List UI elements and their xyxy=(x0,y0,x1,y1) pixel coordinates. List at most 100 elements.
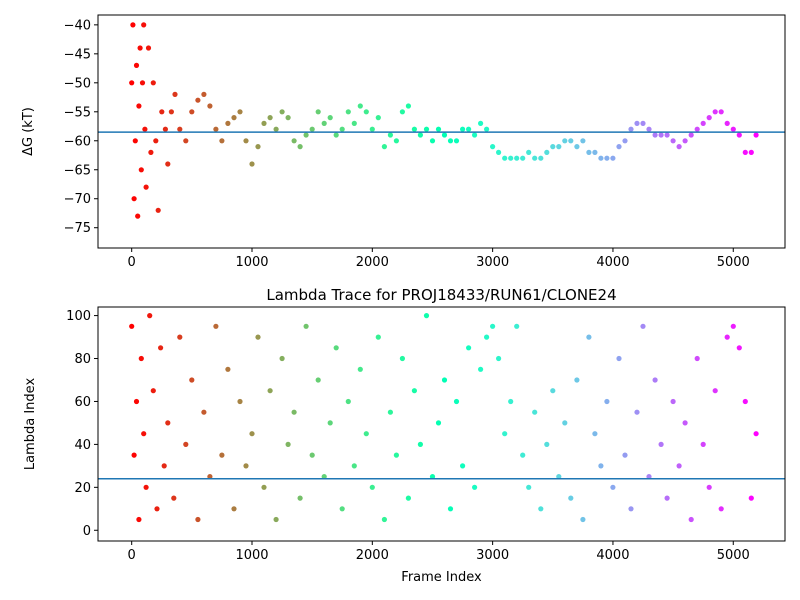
data-point xyxy=(640,120,646,126)
y-tick-label: −40 xyxy=(64,18,91,33)
data-point xyxy=(502,431,508,437)
data-point xyxy=(133,398,140,405)
lambda-trace-x-ticks: 0 1000 2000 3000 4000 5000 xyxy=(128,541,750,563)
free-energy-points xyxy=(129,22,759,219)
data-point xyxy=(514,155,520,161)
data-point xyxy=(279,355,285,362)
data-point xyxy=(634,409,640,415)
data-point xyxy=(544,149,550,155)
data-point xyxy=(556,144,562,150)
free-energy-axes-frame xyxy=(97,14,786,249)
data-point xyxy=(532,409,538,415)
data-point xyxy=(297,144,303,150)
data-point xyxy=(237,109,243,115)
data-point xyxy=(447,138,454,144)
data-point xyxy=(490,144,496,150)
data-point xyxy=(423,313,430,319)
data-point xyxy=(339,126,345,132)
data-point xyxy=(706,484,712,490)
y-tick-label: −70 xyxy=(64,192,91,207)
data-point xyxy=(694,126,700,132)
data-point xyxy=(598,155,604,161)
data-point xyxy=(291,138,297,144)
data-point xyxy=(303,132,309,138)
data-point xyxy=(676,463,682,469)
data-point xyxy=(550,144,556,150)
data-point xyxy=(150,80,156,86)
x-tick-label: 0 xyxy=(128,548,136,563)
data-point xyxy=(478,366,484,372)
data-point xyxy=(466,126,472,132)
data-point xyxy=(556,474,562,480)
data-point xyxy=(634,120,640,126)
data-point xyxy=(580,516,586,523)
data-point xyxy=(496,149,502,155)
data-point xyxy=(616,355,622,362)
x-tick-label: 3000 xyxy=(476,255,509,270)
data-point xyxy=(159,109,165,115)
data-point xyxy=(508,398,514,405)
data-point xyxy=(143,184,149,190)
data-point xyxy=(658,441,664,447)
data-point xyxy=(574,144,580,150)
data-point xyxy=(147,313,153,319)
data-point xyxy=(435,126,442,132)
data-point xyxy=(131,196,137,202)
data-point xyxy=(411,388,417,394)
data-point xyxy=(177,334,183,340)
data-point xyxy=(195,516,201,523)
data-point xyxy=(718,109,724,115)
data-point xyxy=(219,138,225,144)
data-point xyxy=(405,495,411,501)
lambda-trace-axes-frame xyxy=(97,306,786,542)
data-point xyxy=(249,431,255,437)
data-point xyxy=(646,126,652,132)
data-point xyxy=(472,132,478,138)
data-point xyxy=(158,345,164,351)
data-point xyxy=(399,355,405,362)
x-tick-label: 1000 xyxy=(235,548,268,563)
data-point xyxy=(610,484,616,490)
data-point xyxy=(267,388,273,394)
data-point xyxy=(472,484,478,490)
data-point xyxy=(139,80,146,86)
data-point xyxy=(375,334,381,340)
data-point xyxy=(138,355,144,362)
data-point xyxy=(141,431,147,437)
data-point xyxy=(189,109,195,115)
data-point xyxy=(303,323,309,329)
data-point xyxy=(453,398,460,405)
data-point xyxy=(172,91,178,97)
data-point xyxy=(285,441,291,447)
data-point xyxy=(267,115,273,121)
free-energy-panel: 0 1000 2000 3000 4000 5000 −40 −45 −50 −55 −60 −65… xyxy=(21,14,786,270)
data-point xyxy=(273,126,279,132)
free-energy-y-ticks: −40 −45 −50 −55 −60 −65 −70 −75 xyxy=(64,18,98,236)
data-point xyxy=(544,441,550,447)
data-point xyxy=(357,366,363,372)
data-point xyxy=(137,45,143,51)
data-point xyxy=(148,149,154,155)
data-point xyxy=(753,132,759,138)
data-point xyxy=(219,452,225,458)
data-point xyxy=(183,138,189,144)
y-tick-label: −55 xyxy=(64,105,91,120)
data-point xyxy=(231,506,237,512)
data-point xyxy=(736,345,742,351)
data-point xyxy=(130,22,136,28)
data-point xyxy=(225,366,231,372)
data-point xyxy=(261,120,267,126)
data-point xyxy=(604,398,610,405)
data-point xyxy=(315,377,321,383)
data-point xyxy=(345,109,351,115)
data-point xyxy=(652,132,658,138)
x-tick-label: 4000 xyxy=(596,255,629,270)
data-point xyxy=(291,409,297,415)
data-point xyxy=(207,103,213,109)
data-point xyxy=(706,115,712,121)
data-point xyxy=(484,334,490,340)
data-point xyxy=(676,144,682,150)
data-point xyxy=(279,109,285,115)
data-point xyxy=(351,463,357,469)
data-point xyxy=(742,149,748,155)
